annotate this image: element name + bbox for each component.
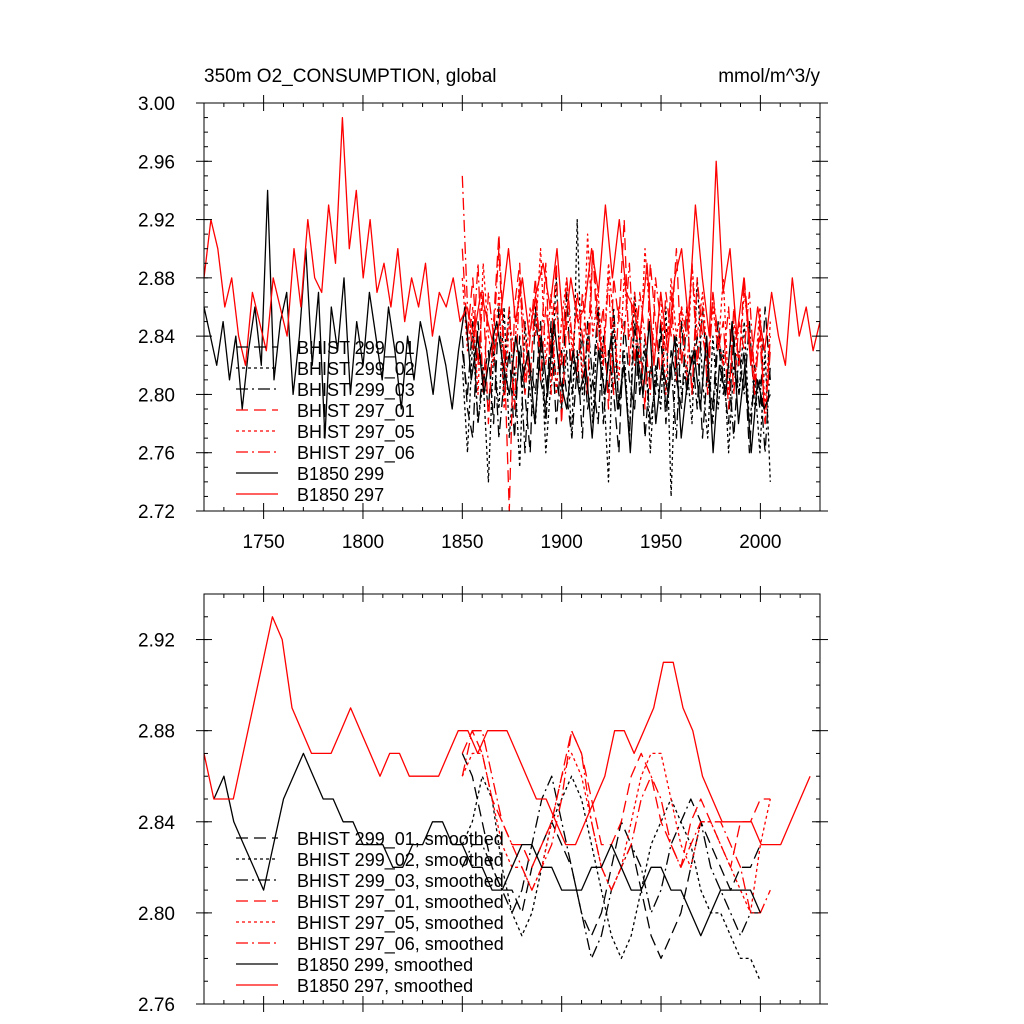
bottom-legend-label-5: BHIST 297_06, smoothed [297,934,504,955]
bottom-series-line-4 [461,752,771,914]
top-panel: 350m O2_CONSUMPTION, global mmol/m^3/y 1… [138,66,828,553]
top-legend-label-2: BHIST 299_03 [297,380,415,401]
bottom-series-line-3 [461,730,771,868]
bottom-series-line-2 [461,775,761,960]
bottom-legend-label-0: BHIST 299_01, smoothed [297,829,504,850]
top-series-line-0 [461,306,771,454]
bottom-y-tick-label: 2.80 [138,904,175,925]
top-legend-label-4: BHIST 297_05 [297,422,415,443]
top-x-tick-label: 1750 [242,532,284,553]
bottom-series-line-0 [461,753,761,960]
top-legend-label-6: B1850 299 [297,464,384,484]
bottom-legend-label-4: BHIST 297_05, smoothed [297,913,504,934]
bottom-legend-label-1: BHIST 299_02, smoothed [297,850,504,871]
bottom-panel: 2.76 2.80 2.84 2.88 2.92 BHIST 299_01, smoot… [138,586,828,1016]
top-y-tick-label: 2.76 [138,444,175,465]
bottom-legend-label-2: BHIST 299_03, smoothed [297,871,504,892]
top-legend-label-5: BHIST 297_06 [297,443,415,464]
top-x-tick-label: 1900 [541,532,583,553]
top-panel-title: 350m O2_CONSUMPTION, global [204,66,497,87]
bottom-y-tick-label: 2.88 [138,722,175,743]
top-legend-label-3: BHIST 297_01 [297,401,415,422]
top-y-tick-label: 2.80 [138,385,175,406]
bottom-series-line-6 [213,752,761,937]
top-series-line-4 [461,233,771,410]
top-series-line-6 [203,189,771,454]
top-y-tick-label: 3.00 [138,94,175,115]
top-y-tick-label: 2.72 [138,502,175,523]
top-legend-label-7: B1850 297 [297,485,384,505]
top-series-line-7 [203,116,821,366]
bottom-legend-label-6: B1850 299, smoothed [297,955,473,975]
bottom-legend-label-7: B1850 297, smoothed [297,976,473,996]
top-x-tick-label: 1950 [640,532,682,553]
top-series-line-3 [461,218,771,512]
bottom-y-tick-label: 2.84 [138,813,175,834]
top-y-tick-label: 2.92 [138,211,175,232]
top-x-tick-label: 2000 [739,532,781,553]
top-y-tick-label: 2.84 [138,327,175,348]
top-y-tick-label: 2.88 [138,269,175,290]
bottom-legend-label-3: BHIST 297_01, smoothed [297,892,504,913]
bottom-y-tick-label: 2.76 [138,995,175,1016]
top-x-tick-label: 1850 [441,532,483,553]
top-panel-units: mmol/m^3/y [718,66,820,87]
top-legend-label-0: BHIST 299_01 [297,338,415,359]
bottom-series-line-7 [203,616,811,846]
top-x-tick-label: 1800 [342,532,384,553]
bottom-series-line-5 [461,730,771,914]
top-legend-label-1: BHIST 299_02 [297,359,415,380]
top-y-tick-label: 2.96 [138,152,175,173]
top-series-line-5 [461,175,771,425]
bottom-y-tick-label: 2.92 [138,631,175,652]
